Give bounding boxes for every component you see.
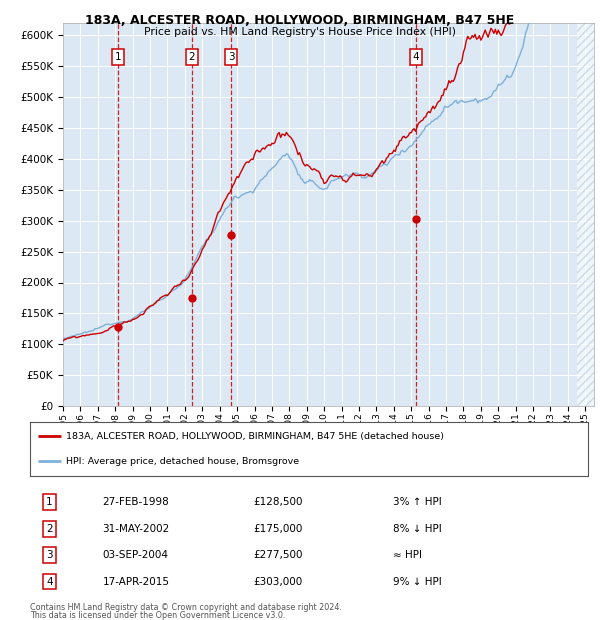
Text: 9% ↓ HPI: 9% ↓ HPI [392,577,442,587]
Text: Contains HM Land Registry data © Crown copyright and database right 2024.: Contains HM Land Registry data © Crown c… [30,603,342,612]
Text: 183A, ALCESTER ROAD, HOLLYWOOD, BIRMINGHAM, B47 5HE (detached house): 183A, ALCESTER ROAD, HOLLYWOOD, BIRMINGH… [66,432,444,441]
Text: £175,000: £175,000 [253,524,302,534]
Text: 2: 2 [188,52,196,62]
Text: 3: 3 [46,550,53,560]
Text: 4: 4 [46,577,53,587]
Bar [577,4,594,406]
Text: Price paid vs. HM Land Registry's House Price Index (HPI): Price paid vs. HM Land Registry's House … [144,27,456,37]
Text: 1: 1 [46,497,53,507]
Text: HPI: Average price, detached house, Bromsgrove: HPI: Average price, detached house, Brom… [66,457,299,466]
Text: 03-SEP-2004: 03-SEP-2004 [103,550,169,560]
Text: ≈ HPI: ≈ HPI [392,550,422,560]
Text: This data is licensed under the Open Government Licence v3.0.: This data is licensed under the Open Gov… [30,611,286,620]
Text: £277,500: £277,500 [253,550,303,560]
Text: 1: 1 [115,52,121,62]
Text: 2: 2 [46,524,53,534]
Text: 3: 3 [228,52,235,62]
Text: 31-MAY-2002: 31-MAY-2002 [103,524,170,534]
Text: 3% ↑ HPI: 3% ↑ HPI [392,497,442,507]
Bar [577,4,594,406]
Text: 27-FEB-1998: 27-FEB-1998 [103,497,169,507]
Text: 4: 4 [413,52,419,62]
Text: £303,000: £303,000 [253,577,302,587]
Text: 183A, ALCESTER ROAD, HOLLYWOOD, BIRMINGHAM, B47 5HE: 183A, ALCESTER ROAD, HOLLYWOOD, BIRMINGH… [85,14,515,27]
Text: 8% ↓ HPI: 8% ↓ HPI [392,524,442,534]
Text: £128,500: £128,500 [253,497,303,507]
Text: 17-APR-2015: 17-APR-2015 [103,577,170,587]
